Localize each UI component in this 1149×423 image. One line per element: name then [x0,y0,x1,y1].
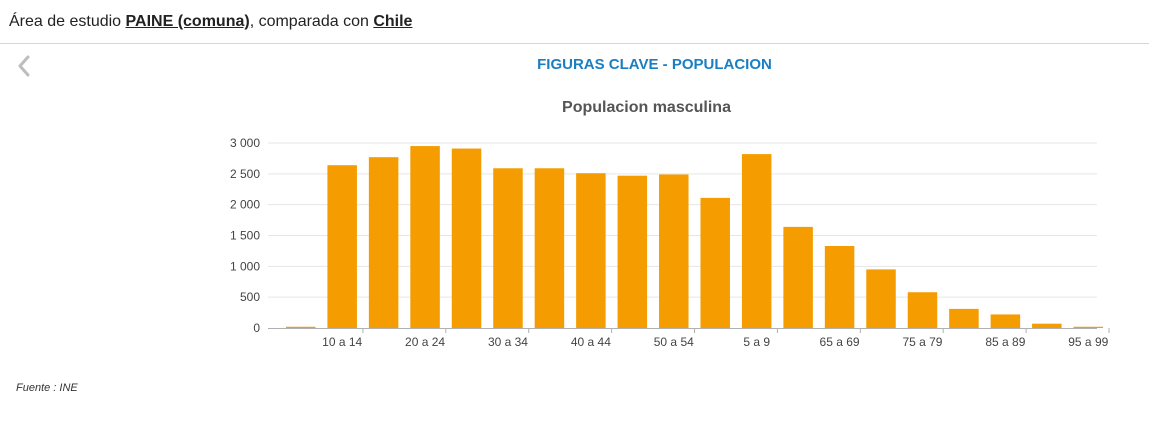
x-tick-label: 50 a 54 [654,335,694,349]
compare-area-link[interactable]: Chile [373,13,413,30]
y-tick-label: 2 000 [230,198,260,212]
bar [410,146,440,328]
y-tick-label: 500 [240,290,260,304]
y-tick-label: 3 000 [230,136,260,150]
bar [783,226,813,328]
bar [949,308,979,328]
chart-title: Populacion masculina [562,99,731,116]
x-tick-label: 40 a 44 [571,335,611,349]
bar [534,168,565,328]
y-tick-label: 1 500 [230,229,260,243]
chevron-left-icon [18,55,30,77]
x-tick-label: 95 a 99 [1068,335,1108,349]
heading-prefix: Área de estudio [9,13,126,30]
bar [659,174,689,328]
x-tick-label: 30 a 34 [488,335,528,349]
bar [1032,323,1062,328]
header-bar: Área de estudio PAINE (comuna), comparad… [0,0,1149,44]
heading-middle: , comparada con [249,13,374,30]
y-tick-label: 1 000 [230,259,260,273]
source-note: Fuente : INE [16,382,78,394]
y-tick-label: 0 [253,321,260,335]
bar [1073,326,1104,328]
bar [990,314,1021,328]
study-area-link[interactable]: PAINE (comuna) [125,13,250,30]
y-tick-label: 2 500 [230,167,260,181]
bar [285,326,316,328]
bar [327,165,357,328]
bar [617,175,648,328]
x-tick-label: 65 a 69 [820,335,860,349]
bar [576,173,606,328]
section-title: FIGURAS CLAVE - POPULACION [537,56,772,73]
x-tick-label: 75 a 79 [902,335,942,349]
bar [824,245,855,328]
bar [700,197,730,328]
x-tick-label: 5 a 9 [743,335,770,349]
bar [866,269,896,328]
bar [493,168,523,328]
bar [907,292,938,328]
study-area-heading: Área de estudio PAINE (comuna), comparad… [9,13,412,31]
back-button[interactable] [12,53,36,79]
x-tick-label: 10 a 14 [322,335,362,349]
x-tick-label: 85 a 89 [985,335,1025,349]
bar [368,157,399,328]
bar [741,154,772,328]
bar [451,148,482,328]
x-tick-label: 20 a 24 [405,335,445,349]
